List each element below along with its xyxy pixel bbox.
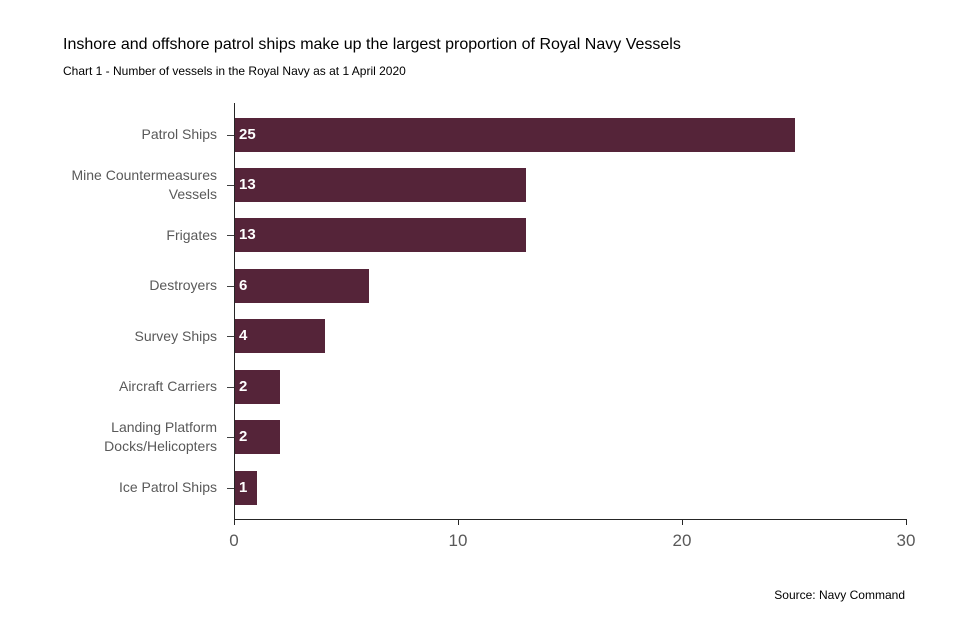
category-tick-mark <box>227 336 234 338</box>
y-axis-line <box>234 103 235 520</box>
category-tick-mark <box>227 285 234 287</box>
category-tick-mark <box>227 487 234 489</box>
x-axis-tick <box>458 519 459 525</box>
bar-value-label: 13 <box>239 226 256 244</box>
category-tick-mark <box>227 134 234 136</box>
bar-value-label: 2 <box>239 377 248 395</box>
category-tick-mark <box>227 184 234 186</box>
bar-value-label: 2 <box>239 428 248 446</box>
source-note: Source: Navy Command <box>774 588 905 602</box>
bar: 1 <box>235 470 258 505</box>
x-axis-tick <box>234 519 235 525</box>
bar-value-label: 13 <box>239 175 256 193</box>
category-label: Mine Countermeasures Vessels <box>71 166 217 202</box>
category-label: Ice Patrol Ships <box>118 479 217 495</box>
x-axis-tick-label: 10 <box>448 531 468 550</box>
x-axis-tick <box>906 519 907 525</box>
bar: 2 <box>235 420 280 455</box>
category-tick-mark <box>227 437 234 439</box>
category-label: Destroyers <box>149 277 217 294</box>
x-axis-tick-label: 0 <box>229 531 239 550</box>
bar: 6 <box>235 268 370 303</box>
bar: 25 <box>235 117 795 152</box>
bar: 13 <box>235 218 527 253</box>
category-label: Aircraft Carriers <box>118 378 217 395</box>
chart-title: Inshore and offshore patrol ships make u… <box>63 36 681 53</box>
bar: 13 <box>235 167 527 202</box>
category-label: Survey Ships <box>134 327 217 344</box>
category-label: Landing Platform Docks/Helicopters <box>104 419 217 455</box>
x-axis-tick-label: 30 <box>896 531 916 550</box>
category-label: Frigates <box>166 226 217 243</box>
bar: 4 <box>235 319 325 354</box>
bar: 2 <box>235 369 280 404</box>
chart-subtitle: Chart 1 - Number of vessels in the Royal… <box>63 64 406 78</box>
bar-value-label: 6 <box>239 276 248 294</box>
x-axis-line <box>234 519 907 520</box>
category-tick-mark <box>227 235 234 237</box>
bar-value-label: 25 <box>239 125 256 143</box>
x-axis-tick-label: 20 <box>672 531 692 550</box>
category-tick-mark <box>227 386 234 388</box>
x-axis-tick <box>682 519 683 525</box>
bar-value-label: 4 <box>239 327 248 345</box>
bar-value-label: 1 <box>239 478 248 496</box>
category-label: Patrol Ships <box>141 126 217 142</box>
